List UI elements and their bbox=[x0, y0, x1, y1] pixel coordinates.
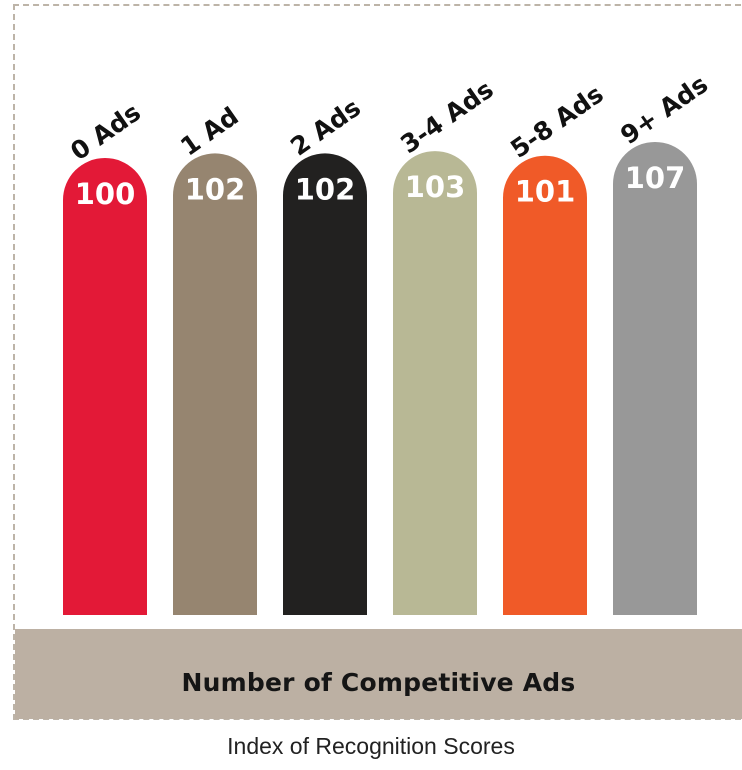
value-label: 107 bbox=[625, 161, 686, 195]
value-label: 103 bbox=[405, 170, 466, 204]
bar-5-8-ads bbox=[503, 155, 587, 615]
category-label: 0 Ads bbox=[65, 97, 146, 166]
value-label: 101 bbox=[515, 175, 576, 209]
bar-1-ad bbox=[173, 153, 257, 615]
bar-3-4-ads bbox=[393, 151, 477, 615]
chart-caption: Index of Recognition Scores bbox=[227, 733, 515, 759]
bar-9-ads bbox=[613, 141, 697, 615]
category-label: 1 Ad bbox=[175, 101, 244, 161]
category-label: 3-4 Ads bbox=[395, 75, 498, 160]
category-label: 2 Ads bbox=[285, 93, 366, 162]
value-label: 100 bbox=[75, 177, 136, 211]
chart-frame bbox=[13, 4, 741, 720]
value-label: 102 bbox=[295, 172, 356, 206]
category-label: 9+ Ads bbox=[615, 69, 713, 150]
bar-0-ads bbox=[63, 158, 147, 615]
value-label: 102 bbox=[185, 172, 246, 206]
bar-2-ads bbox=[283, 153, 367, 615]
category-label: 5-8 Ads bbox=[505, 79, 608, 164]
x-axis-title: Number of Competitive Ads bbox=[181, 667, 576, 697]
x-axis-band: Number of Competitive Ads bbox=[15, 629, 742, 719]
